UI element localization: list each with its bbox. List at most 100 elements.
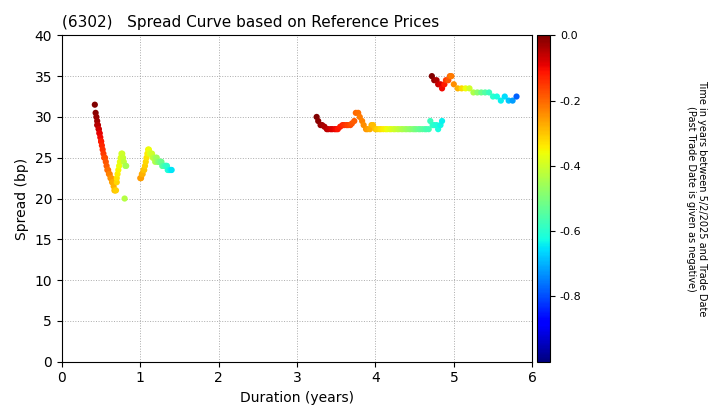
X-axis label: Duration (years): Duration (years) bbox=[240, 391, 354, 405]
Point bbox=[354, 113, 366, 120]
Point bbox=[141, 155, 153, 161]
Point bbox=[138, 167, 149, 173]
Point bbox=[410, 126, 422, 133]
Point bbox=[423, 126, 434, 133]
Point bbox=[119, 195, 130, 202]
Point bbox=[104, 171, 115, 177]
Point bbox=[161, 163, 172, 169]
Point bbox=[387, 126, 399, 133]
Point bbox=[374, 126, 385, 133]
Point bbox=[400, 126, 411, 133]
Point bbox=[431, 122, 442, 129]
Point bbox=[342, 122, 354, 129]
Point bbox=[120, 163, 132, 169]
Point bbox=[503, 97, 515, 104]
Point bbox=[166, 167, 177, 173]
Point bbox=[408, 126, 419, 133]
Point bbox=[319, 123, 330, 130]
Point bbox=[140, 158, 151, 165]
Point bbox=[369, 126, 381, 133]
Point bbox=[120, 163, 131, 169]
Point bbox=[154, 158, 166, 165]
Point bbox=[156, 163, 168, 169]
Point bbox=[345, 122, 356, 129]
Point bbox=[366, 122, 377, 129]
Point bbox=[380, 126, 392, 133]
Point bbox=[160, 163, 171, 169]
Point bbox=[138, 167, 150, 173]
Point bbox=[316, 122, 328, 129]
Point bbox=[114, 158, 126, 165]
Point bbox=[163, 167, 175, 173]
Point bbox=[433, 126, 444, 133]
Point bbox=[364, 126, 376, 133]
Point bbox=[397, 126, 409, 133]
Point bbox=[438, 81, 450, 88]
Point bbox=[325, 126, 336, 133]
Point bbox=[162, 167, 174, 173]
Point bbox=[443, 77, 454, 84]
Point bbox=[99, 155, 110, 161]
Point bbox=[464, 85, 475, 92]
Point bbox=[144, 150, 156, 157]
Point bbox=[352, 110, 364, 116]
Point bbox=[315, 122, 326, 129]
Point bbox=[117, 155, 129, 161]
Point bbox=[456, 85, 467, 92]
Point bbox=[510, 93, 522, 100]
Point bbox=[356, 118, 368, 124]
Point bbox=[107, 179, 118, 186]
Point bbox=[156, 158, 167, 165]
Point bbox=[143, 146, 154, 153]
Point bbox=[338, 122, 350, 129]
Point bbox=[499, 93, 510, 100]
Point bbox=[102, 167, 113, 173]
Point bbox=[475, 89, 487, 96]
Point bbox=[107, 179, 119, 186]
Point bbox=[109, 187, 121, 194]
Point bbox=[491, 93, 503, 100]
Point bbox=[153, 158, 164, 165]
Point bbox=[341, 122, 352, 129]
Point bbox=[164, 167, 176, 173]
Point bbox=[146, 150, 158, 157]
Point bbox=[440, 77, 451, 84]
Point bbox=[148, 155, 160, 161]
Point bbox=[91, 122, 103, 129]
Point bbox=[110, 187, 122, 194]
Point bbox=[135, 175, 146, 181]
Point bbox=[358, 122, 369, 129]
Point bbox=[153, 158, 165, 165]
Point bbox=[113, 163, 125, 169]
Point bbox=[106, 175, 117, 181]
Point bbox=[403, 126, 415, 133]
Point bbox=[165, 167, 176, 173]
Point bbox=[395, 126, 407, 133]
Point bbox=[93, 126, 104, 133]
Point bbox=[362, 126, 374, 133]
Point bbox=[346, 120, 358, 127]
Point bbox=[367, 122, 379, 129]
Point bbox=[472, 89, 483, 96]
Point bbox=[444, 73, 456, 79]
Point bbox=[401, 126, 413, 133]
Point bbox=[392, 126, 403, 133]
Point bbox=[436, 85, 448, 92]
Point bbox=[103, 171, 114, 177]
Point bbox=[135, 175, 147, 181]
Point bbox=[405, 126, 416, 133]
Point bbox=[89, 101, 101, 108]
Point bbox=[312, 118, 324, 124]
Point bbox=[94, 130, 105, 136]
Point bbox=[143, 146, 155, 153]
Point bbox=[150, 158, 161, 165]
Point bbox=[350, 110, 361, 116]
Point bbox=[108, 183, 120, 190]
Point bbox=[145, 150, 156, 157]
Point bbox=[91, 113, 102, 120]
Point bbox=[116, 150, 127, 157]
Point bbox=[96, 142, 107, 149]
Point bbox=[99, 155, 111, 161]
Point bbox=[330, 126, 342, 133]
Point bbox=[152, 158, 163, 165]
